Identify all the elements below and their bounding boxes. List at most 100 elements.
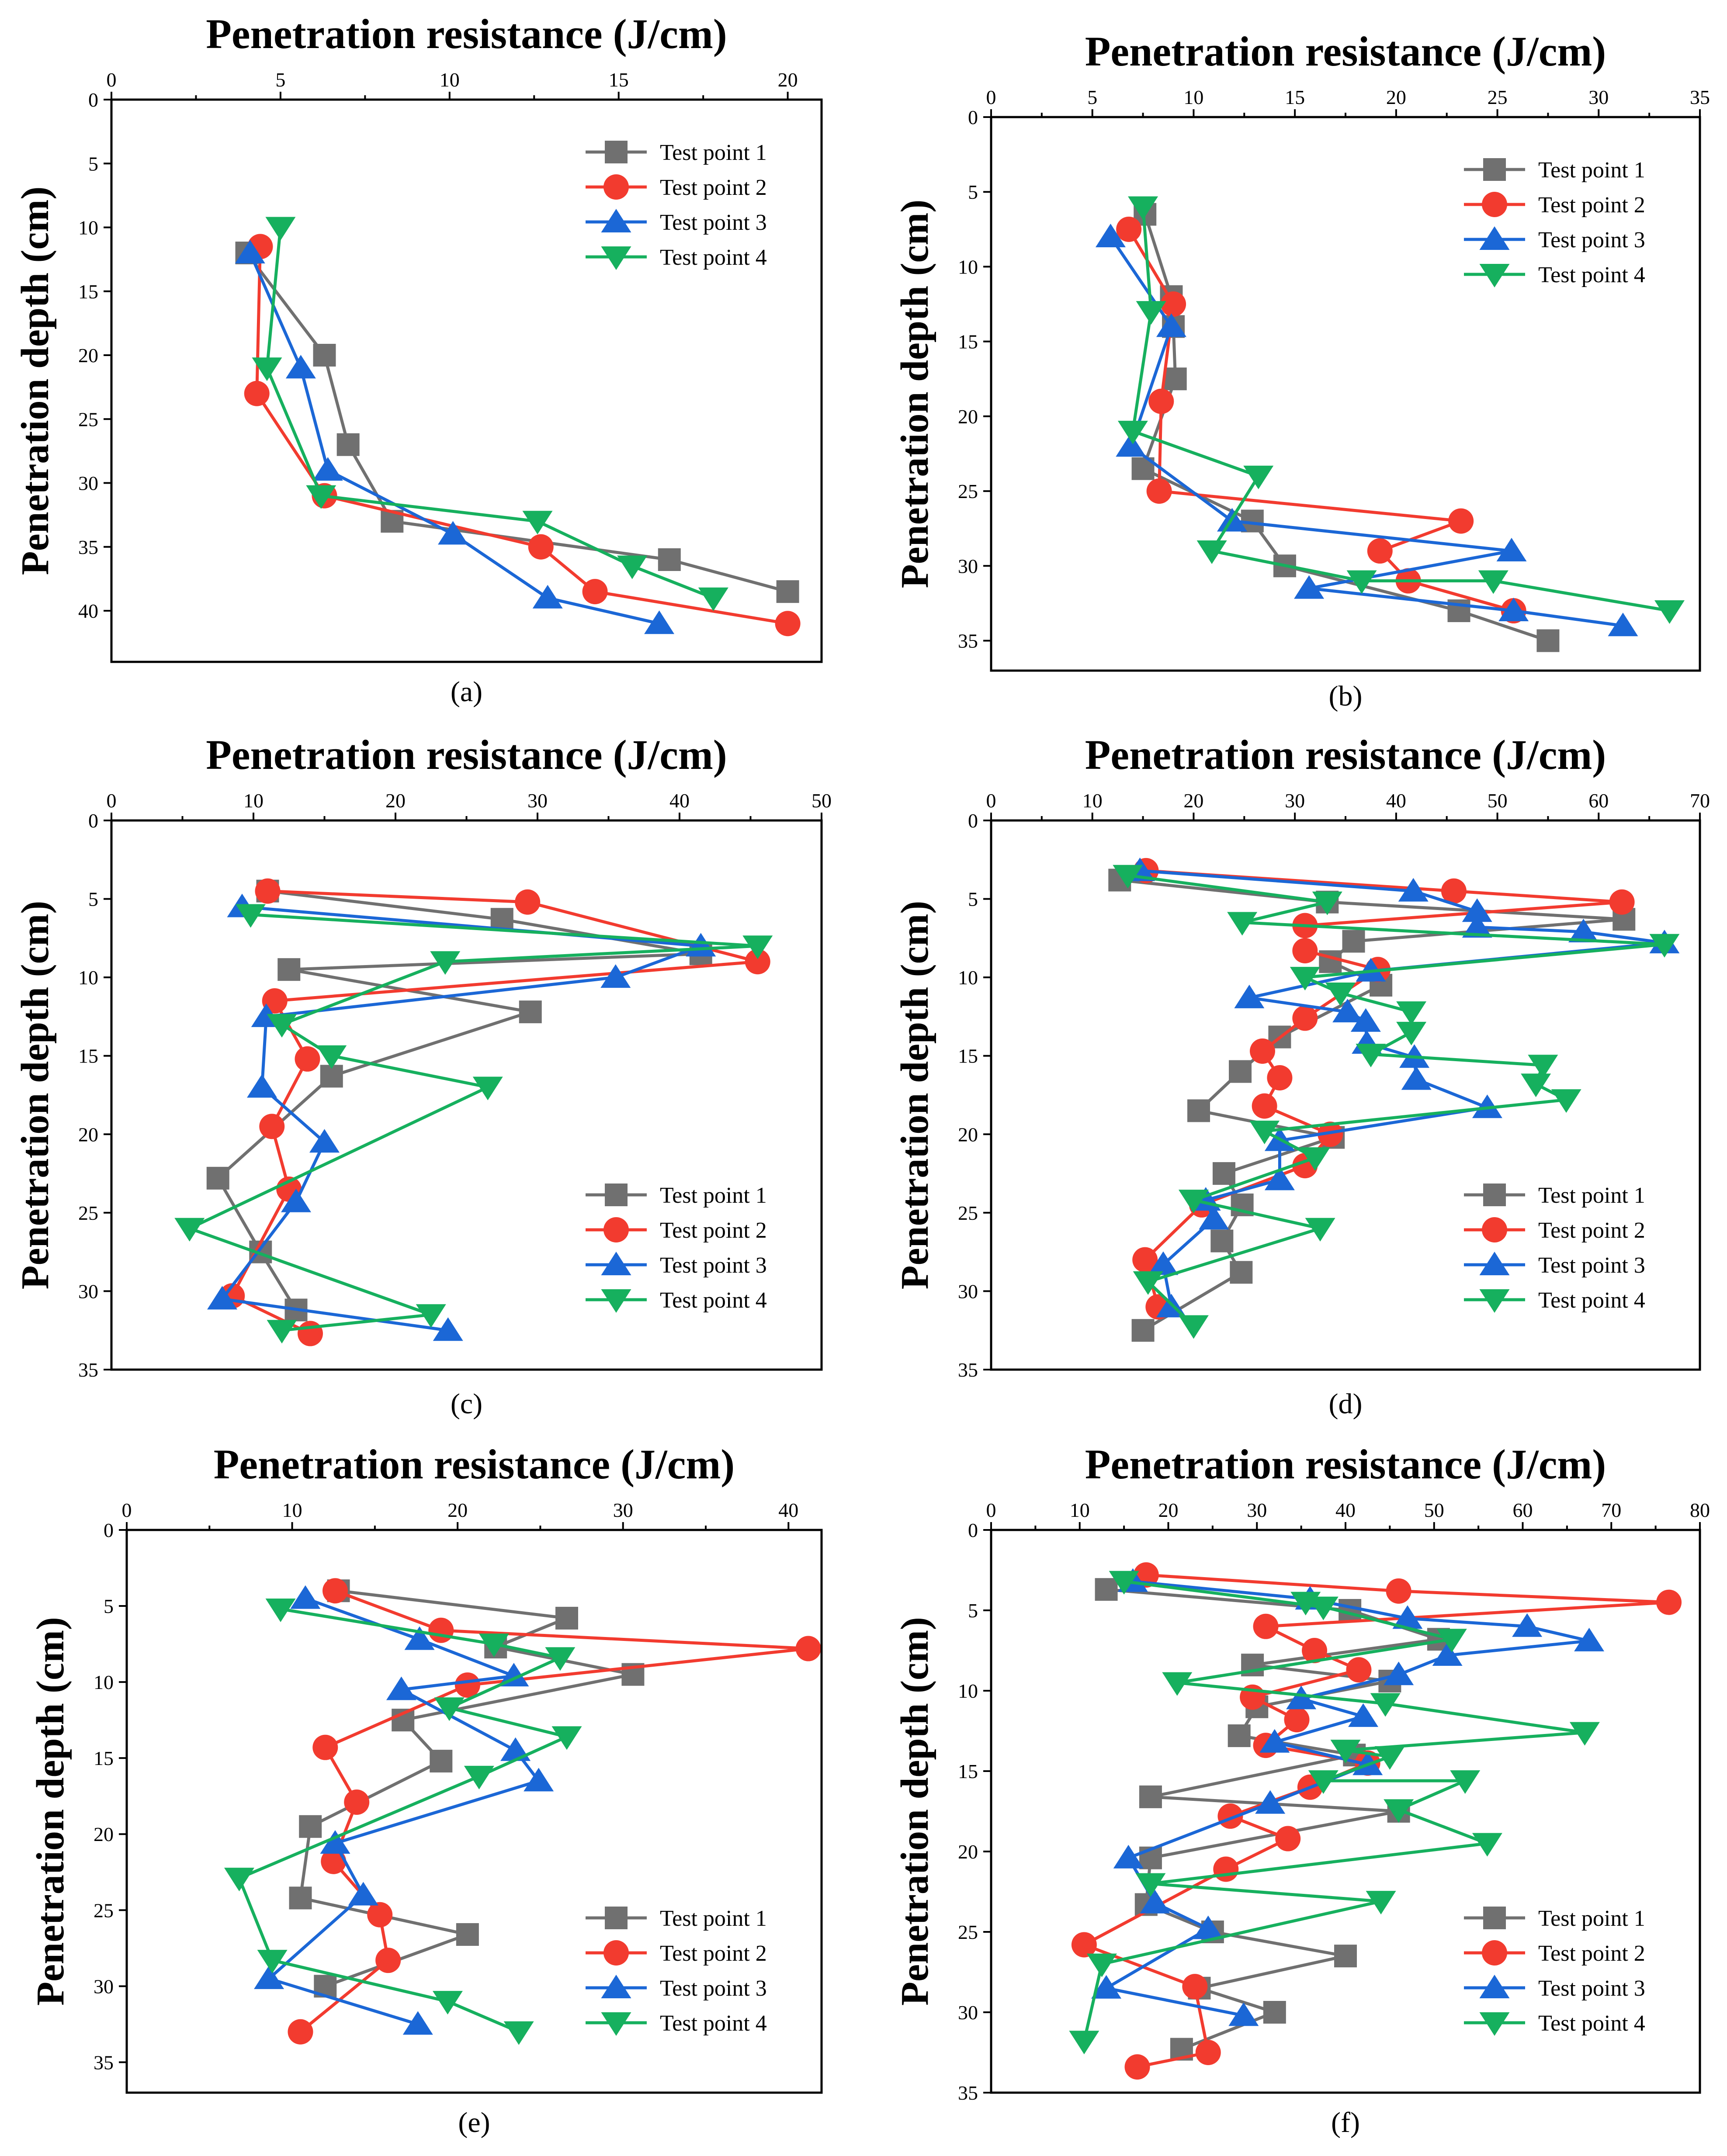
panel-label: (b)	[1329, 680, 1363, 712]
y-tick-label: 25	[78, 408, 98, 430]
data-point-test-point-2	[1195, 2040, 1221, 2065]
data-point-test-point-3	[1512, 1613, 1543, 1637]
chart-panel-6: Penetration resistance (J/cm) Penetration…	[893, 1441, 1710, 2139]
data-point-test-point-1	[776, 580, 799, 603]
y-tick-label: 15	[958, 1760, 978, 1782]
data-point-test-point-3	[235, 240, 265, 263]
x-tick-label: 0	[107, 789, 117, 812]
y-axis-label: Penetration depth (cm)	[14, 901, 57, 1290]
x-tick-label: 40	[669, 789, 690, 812]
data-point-test-point-2	[1386, 1578, 1411, 1604]
x-tick-label: 15	[609, 69, 629, 91]
x-tick-label: 30	[1285, 789, 1305, 812]
x-tick-label: 35	[1690, 86, 1710, 108]
data-point-test-point-3	[1140, 1890, 1170, 1914]
y-tick-label: 15	[958, 1045, 978, 1067]
data-point-test-point-4	[1366, 1891, 1396, 1915]
legend-marker	[1479, 1975, 1510, 1998]
y-tick-label: 30	[958, 2001, 978, 2024]
data-point-test-point-4	[267, 1320, 297, 1344]
y-tick-label: 10	[78, 217, 98, 239]
data-point-test-point-3	[1255, 1790, 1286, 1814]
legend-label: Test point 2	[1538, 193, 1645, 218]
data-point-test-point-2	[454, 1672, 480, 1698]
y-tick-label: 30	[958, 1280, 978, 1302]
y-tick-label: 40	[78, 600, 98, 622]
y-tick-label: 5	[968, 888, 978, 910]
data-point-test-point-4	[545, 1647, 576, 1671]
data-point-test-point-4	[430, 951, 461, 975]
legend-marker	[601, 209, 631, 232]
legend-label: Test point 4	[1538, 2011, 1645, 2036]
data-point-test-point-4	[1356, 1044, 1386, 1068]
data-point-test-point-3	[1199, 1206, 1229, 1230]
data-point-test-point-3	[1286, 1685, 1317, 1710]
legend-marker	[601, 246, 631, 270]
legend-marker	[605, 1907, 628, 1929]
chart-title: Penetration resistance (J/cm)	[214, 1441, 735, 1488]
y-tick-label: 20	[958, 1841, 978, 1863]
data-point-test-point-4	[1528, 1055, 1558, 1079]
series-line-test-point-1	[245, 252, 788, 593]
x-tick-label: 10	[282, 1499, 302, 1521]
legend-marker	[601, 1289, 631, 1313]
data-point-test-point-2	[582, 579, 608, 605]
data-point-test-point-3	[309, 1129, 340, 1153]
data-point-test-point-3	[404, 1626, 435, 1650]
data-point-test-point-1	[1095, 1578, 1118, 1601]
x-tick-label: 30	[1588, 86, 1609, 108]
data-point-test-point-2	[1132, 1247, 1158, 1273]
legend-marker	[605, 141, 628, 163]
data-point-test-point-4	[1325, 983, 1356, 1007]
data-point-test-point-3	[1091, 1975, 1122, 1999]
data-point-test-point-3	[600, 964, 631, 988]
data-point-test-point-3	[1350, 1008, 1381, 1032]
legend-label: Test point 3	[1538, 228, 1645, 253]
data-point-test-point-2	[367, 1902, 393, 1928]
data-point-test-point-3	[207, 1286, 237, 1310]
data-point-test-point-3	[1498, 598, 1529, 622]
x-tick-label: 20	[778, 69, 798, 91]
data-point-test-point-1	[519, 1000, 542, 1024]
y-tick-label: 0	[88, 89, 98, 111]
legend-label: Test point 3	[1538, 1976, 1645, 2001]
y-tick-label: 35	[78, 536, 98, 558]
data-point-test-point-3	[1259, 1729, 1290, 1753]
data-point-test-point-1	[1230, 1261, 1253, 1284]
legend-marker	[1479, 226, 1510, 250]
y-tick-label: 20	[94, 1823, 114, 1845]
data-point-test-point-4	[434, 1697, 465, 1721]
data-point-test-point-1	[206, 1166, 229, 1190]
legend-label: Test point 2	[660, 175, 767, 200]
legend-label: Test point 3	[1538, 1253, 1645, 1278]
data-point-test-point-3	[1193, 1915, 1224, 1939]
y-tick-label: 20	[958, 1123, 978, 1145]
data-point-test-point-4	[742, 935, 773, 959]
data-point-test-point-4	[1308, 1596, 1339, 1620]
chart-title: Penetration resistance (J/cm)	[1085, 731, 1606, 778]
data-point-test-point-1	[299, 1815, 322, 1838]
data-point-test-point-2	[1148, 388, 1174, 414]
y-tick-label: 5	[88, 888, 98, 910]
data-point-test-point-4	[1384, 1799, 1414, 1823]
x-tick-label: 5	[1087, 86, 1097, 108]
data-point-test-point-1	[336, 433, 360, 456]
legend-marker	[603, 174, 629, 200]
data-point-test-point-2	[1284, 1707, 1310, 1733]
legend-label: Test point 1	[660, 1906, 767, 1931]
chart-title: Penetration resistance (J/cm)	[1085, 1441, 1606, 1488]
data-point-test-point-4	[252, 357, 282, 381]
data-point-test-point-3	[1432, 1642, 1463, 1666]
data-point-test-point-2	[775, 611, 801, 637]
data-point-test-point-4	[1396, 1021, 1427, 1045]
y-tick-label: 15	[958, 331, 978, 353]
y-tick-label: 10	[958, 256, 978, 278]
data-point-test-point-1	[1139, 1785, 1162, 1808]
legend-marker	[1482, 1940, 1507, 1966]
data-point-test-point-2	[1116, 216, 1142, 242]
x-tick-label: 20	[1158, 1499, 1179, 1521]
data-point-test-point-3	[1462, 914, 1492, 938]
data-point-test-point-1	[1342, 930, 1365, 953]
y-tick-label: 25	[958, 480, 978, 502]
legend-marker	[1479, 1289, 1510, 1313]
